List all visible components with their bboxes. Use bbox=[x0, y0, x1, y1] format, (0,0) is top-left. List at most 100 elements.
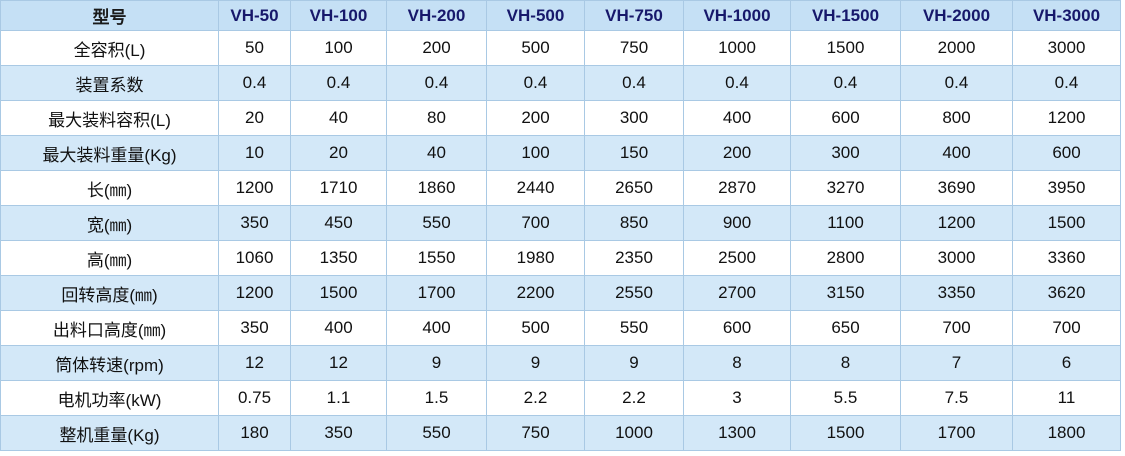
model-header: VH-1000 bbox=[683, 0, 791, 31]
table-cell: 400 bbox=[683, 100, 791, 136]
model-header: VH-1500 bbox=[790, 0, 901, 31]
table-cell: 550 bbox=[584, 310, 684, 346]
table-cell: 650 bbox=[790, 310, 901, 346]
table-row: 装置系数 0.4 0.4 0.4 0.4 0.4 0.4 0.4 0.4 0.4 bbox=[0, 65, 1121, 101]
table-cell: 550 bbox=[386, 415, 487, 451]
row-label: 最大装料重量(Kg) bbox=[0, 135, 219, 171]
table-cell: 2350 bbox=[584, 240, 684, 276]
table-cell: 0.4 bbox=[218, 65, 291, 101]
model-header: VH-200 bbox=[386, 0, 487, 31]
table-cell: 1300 bbox=[683, 415, 791, 451]
table-cell: 3000 bbox=[1012, 30, 1121, 66]
table-cell: 750 bbox=[486, 415, 585, 451]
table-row: 电机功率(kW) 0.75 1.1 1.5 2.2 2.2 3 5.5 7.5 11 bbox=[0, 380, 1121, 416]
header-row: 型号 VH-50 VH-100 VH-200 VH-500 VH-750 VH-1000 VH… bbox=[0, 0, 1121, 31]
table-cell: 3950 bbox=[1012, 170, 1121, 206]
table-cell: 100 bbox=[486, 135, 585, 171]
table-row: 筒体转速(rpm) 12 12 9 9 9 8 8 7 6 bbox=[0, 345, 1121, 381]
table-row: 最大装料重量(Kg) 10 20 40 100 150 200 300 400 600 bbox=[0, 135, 1121, 171]
table-cell: 0.4 bbox=[1012, 65, 1121, 101]
table-row: 宽(㎜) 350 450 550 700 850 900 1100 1200 1500 bbox=[0, 205, 1121, 241]
table-cell: 850 bbox=[584, 205, 684, 241]
table-cell: 20 bbox=[290, 135, 387, 171]
table-cell: 700 bbox=[1012, 310, 1121, 346]
table-cell: 0.75 bbox=[218, 380, 291, 416]
table-row: 高(㎜) 1060 1350 1550 1980 2350 2500 2800 3000 3360 bbox=[0, 240, 1121, 276]
table-cell: 200 bbox=[386, 30, 487, 66]
table-cell: 8 bbox=[683, 345, 791, 381]
table-cell: 9 bbox=[584, 345, 684, 381]
table-cell: 2500 bbox=[683, 240, 791, 276]
row-label: 装置系数 bbox=[0, 65, 219, 101]
table-cell: 7 bbox=[900, 345, 1013, 381]
table-cell: 2200 bbox=[486, 275, 585, 311]
table-cell: 400 bbox=[900, 135, 1013, 171]
table-cell: 450 bbox=[290, 205, 387, 241]
row-label: 回转高度(㎜) bbox=[0, 275, 219, 311]
table-cell: 0.4 bbox=[486, 65, 585, 101]
table-cell: 20 bbox=[218, 100, 291, 136]
table-cell: 12 bbox=[290, 345, 387, 381]
row-label: 全容积(L) bbox=[0, 30, 219, 66]
table-cell: 150 bbox=[584, 135, 684, 171]
table-cell: 1700 bbox=[386, 275, 487, 311]
table-cell: 1100 bbox=[790, 205, 901, 241]
row-label: 整机重量(Kg) bbox=[0, 415, 219, 451]
table-cell: 1200 bbox=[900, 205, 1013, 241]
table-row: 出料口高度(㎜) 350 400 400 500 550 600 650 700 700 bbox=[0, 310, 1121, 346]
table-cell: 350 bbox=[218, 205, 291, 241]
table-cell: 7.5 bbox=[900, 380, 1013, 416]
table-cell: 3360 bbox=[1012, 240, 1121, 276]
table-cell: 2.2 bbox=[486, 380, 585, 416]
table-row: 全容积(L) 50 100 200 500 750 1000 1500 2000 3000 bbox=[0, 30, 1121, 66]
table-cell: 3620 bbox=[1012, 275, 1121, 311]
table-cell: 1000 bbox=[584, 415, 684, 451]
table-cell: 11 bbox=[1012, 380, 1121, 416]
table-cell: 1.1 bbox=[290, 380, 387, 416]
table-cell: 600 bbox=[790, 100, 901, 136]
table-cell: 3000 bbox=[900, 240, 1013, 276]
table-cell: 10 bbox=[218, 135, 291, 171]
table-cell: 0.4 bbox=[900, 65, 1013, 101]
row-label: 最大装料容积(L) bbox=[0, 100, 219, 136]
row-label: 电机功率(kW) bbox=[0, 380, 219, 416]
table-cell: 1350 bbox=[290, 240, 387, 276]
table-cell: 600 bbox=[683, 310, 791, 346]
table-cell: 0.4 bbox=[584, 65, 684, 101]
table-cell: 0.4 bbox=[386, 65, 487, 101]
row-label: 出料口高度(㎜) bbox=[0, 310, 219, 346]
table-row: 整机重量(Kg) 180 350 550 750 1000 1300 1500 1700 1800 bbox=[0, 415, 1121, 451]
table-cell: 8 bbox=[790, 345, 901, 381]
table-cell: 12 bbox=[218, 345, 291, 381]
table-cell: 400 bbox=[290, 310, 387, 346]
table-cell: 9 bbox=[486, 345, 585, 381]
table-cell: 600 bbox=[1012, 135, 1121, 171]
table-cell: 3350 bbox=[900, 275, 1013, 311]
table-cell: 1550 bbox=[386, 240, 487, 276]
table-cell: 2870 bbox=[683, 170, 791, 206]
model-header: VH-500 bbox=[486, 0, 585, 31]
table-cell: 200 bbox=[683, 135, 791, 171]
table-cell: 3 bbox=[683, 380, 791, 416]
table-cell: 300 bbox=[584, 100, 684, 136]
table-row: 最大装料容积(L) 20 40 80 200 300 400 600 800 1200 bbox=[0, 100, 1121, 136]
table-cell: 6 bbox=[1012, 345, 1121, 381]
table-cell: 2000 bbox=[900, 30, 1013, 66]
table-cell: 3270 bbox=[790, 170, 901, 206]
model-header: VH-100 bbox=[290, 0, 387, 31]
table-cell: 2550 bbox=[584, 275, 684, 311]
row-label: 高(㎜) bbox=[0, 240, 219, 276]
table-cell: 0.4 bbox=[790, 65, 901, 101]
table-cell: 1.5 bbox=[386, 380, 487, 416]
table-cell: 500 bbox=[486, 30, 585, 66]
table-cell: 750 bbox=[584, 30, 684, 66]
table-row: 长(㎜) 1200 1710 1860 2440 2650 2870 3270 3690 3950 bbox=[0, 170, 1121, 206]
table-cell: 1500 bbox=[790, 30, 901, 66]
table-cell: 1800 bbox=[1012, 415, 1121, 451]
table-cell: 350 bbox=[218, 310, 291, 346]
table-body: 全容积(L) 50 100 200 500 750 1000 1500 2000 3000 装置系数… bbox=[0, 30, 1121, 451]
table-cell: 3690 bbox=[900, 170, 1013, 206]
table-cell: 100 bbox=[290, 30, 387, 66]
table-cell: 1200 bbox=[1012, 100, 1121, 136]
